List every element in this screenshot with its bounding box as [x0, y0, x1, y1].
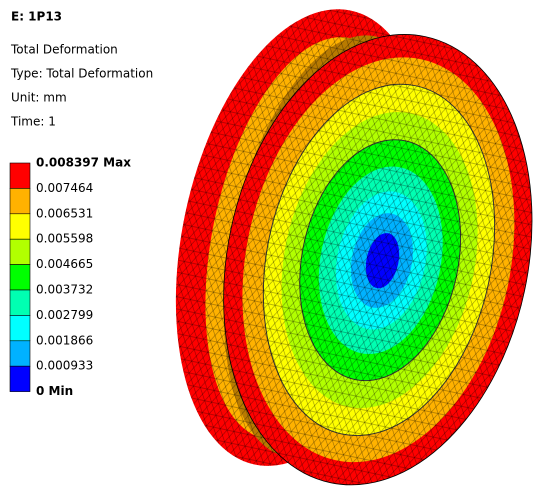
legend-label: 0.001866 — [36, 333, 93, 347]
screenshot: E: 1P13 Total Deformation Type: Total Def… — [0, 0, 541, 493]
viewport: E: 1P13 Total Deformation Type: Total Def… — [0, 0, 541, 493]
legend-band — [10, 163, 30, 188]
result-info: Total Deformation Type: Total Deformation… — [10, 43, 153, 129]
info-line: Type: Total Deformation — [10, 67, 153, 81]
info-line: Total Deformation — [10, 43, 118, 57]
legend-band — [10, 188, 30, 213]
legend-band — [10, 290, 30, 315]
info-line: Unit: mm — [11, 91, 67, 105]
legend-label: 0.006531 — [36, 206, 93, 220]
legend-label: 0 Min — [36, 384, 73, 398]
info-line: Time: 1 — [10, 115, 56, 129]
legend-band — [10, 214, 30, 239]
legend-label: 0.004665 — [36, 257, 93, 271]
legend-band — [10, 341, 30, 366]
wheel — [137, 0, 541, 493]
legend-label: 0.007464 — [36, 181, 93, 195]
legend-band — [10, 265, 30, 290]
result-title: E: 1P13 — [11, 10, 62, 24]
legend-band — [10, 239, 30, 264]
legend-label: 0.005598 — [36, 232, 93, 246]
legend-band — [10, 315, 30, 340]
legend-label: 0.000933 — [36, 359, 93, 373]
legend: 0.008397 Max 0.007464 0.006531 0.005598 0.00… — [10, 156, 131, 399]
legend-band — [10, 366, 30, 391]
model — [137, 0, 541, 493]
legend-label: 0.002799 — [36, 308, 93, 322]
legend-label: 0.008397 Max — [36, 156, 131, 170]
legend-label: 0.003732 — [36, 283, 93, 297]
